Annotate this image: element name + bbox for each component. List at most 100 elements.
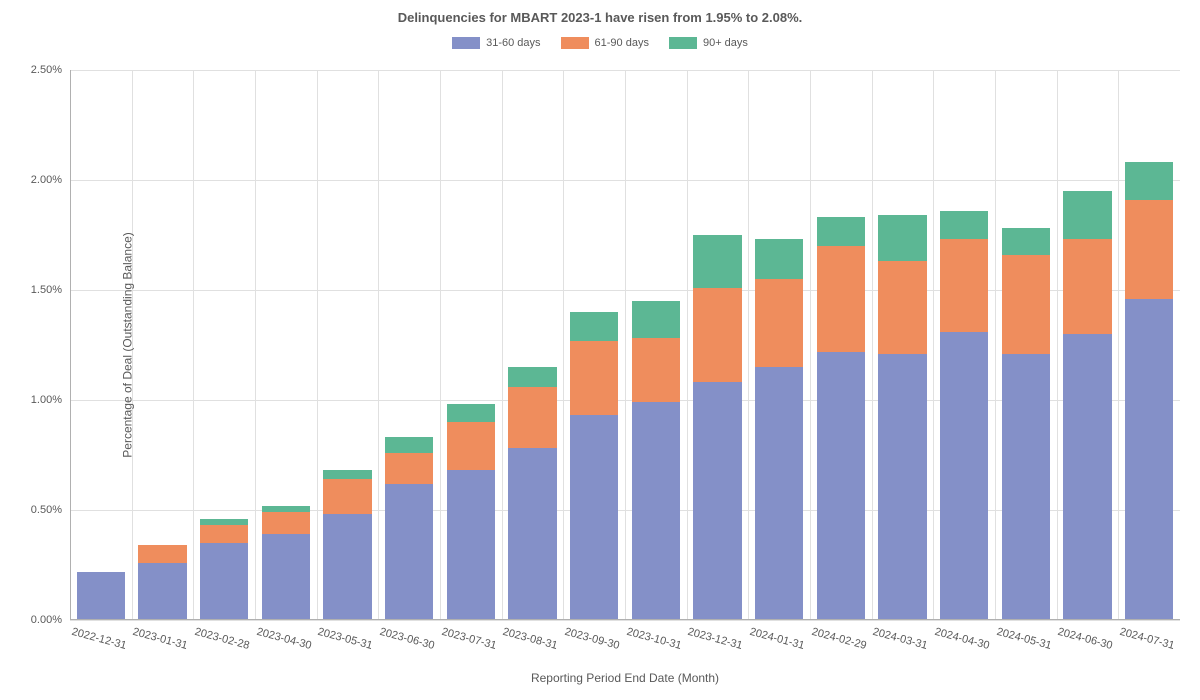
x-tick-label: 2024-06-30 <box>1057 620 1116 652</box>
bar-segment <box>817 217 865 246</box>
bar-segment <box>323 479 371 514</box>
bar-segment <box>262 506 310 513</box>
x-axis-label: Reporting Period End Date (Month) <box>531 671 719 685</box>
x-tick-label: 2024-05-31 <box>995 620 1054 652</box>
legend-label: 90+ days <box>703 37 748 49</box>
bar-group <box>323 70 371 620</box>
bar-segment <box>570 341 618 416</box>
plot-region: 0.00%0.50%1.00%1.50%2.00%2.50%2022-12-31… <box>70 70 1180 620</box>
bar-group <box>570 70 618 620</box>
bar-segment <box>755 239 803 279</box>
legend-item: 90+ days <box>669 37 748 49</box>
x-tick-label: 2023-06-30 <box>378 620 437 652</box>
x-tick-label: 2023-10-31 <box>625 620 684 652</box>
bar-segment <box>570 415 618 620</box>
bar-segment <box>1125 299 1173 620</box>
bar-group <box>262 70 310 620</box>
bar-segment <box>200 543 248 620</box>
bar-segment <box>693 235 741 288</box>
bar-segment <box>632 301 680 338</box>
bar-segment <box>1002 255 1050 354</box>
bar-segment <box>632 338 680 402</box>
delinquency-chart: Delinquencies for MBART 2023-1 have rise… <box>0 0 1200 700</box>
bar-segment <box>693 288 741 383</box>
bar-segment <box>570 312 618 341</box>
bar-segment <box>1063 191 1111 239</box>
bar-segment <box>1063 239 1111 334</box>
bar-group <box>940 70 988 620</box>
x-tick-label: 2023-02-28 <box>193 620 252 652</box>
x-tick-label: 2023-09-30 <box>563 620 622 652</box>
bar-segment <box>878 215 926 261</box>
bar-segment <box>262 534 310 620</box>
bar-segment <box>632 402 680 620</box>
y-tick-label: 2.50% <box>31 64 70 76</box>
bar-segment <box>508 448 556 620</box>
chart-legend: 31-60 days 61-90 days 90+ days <box>0 37 1200 49</box>
legend-swatch <box>452 37 480 49</box>
bar-segment <box>508 367 556 387</box>
bar-group <box>385 70 433 620</box>
bar-segment <box>940 239 988 331</box>
x-tick-label: 2024-02-29 <box>810 620 869 652</box>
x-tick-label: 2023-08-31 <box>502 620 561 652</box>
bar-segment <box>755 367 803 620</box>
legend-label: 31-60 days <box>486 37 540 49</box>
legend-item: 31-60 days <box>452 37 540 49</box>
bar-segment <box>138 545 186 563</box>
x-tick-label: 2023-04-30 <box>255 620 314 652</box>
bar-segment <box>940 332 988 620</box>
x-tick-label: 2022-12-31 <box>70 620 129 652</box>
y-tick-label: 0.00% <box>31 614 70 626</box>
x-tick-label: 2024-03-31 <box>872 620 931 652</box>
bar-segment <box>77 572 125 620</box>
bar-group <box>817 70 865 620</box>
chart-title: Delinquencies for MBART 2023-1 have rise… <box>0 0 1200 25</box>
y-axis-label: Percentage of Deal (Outstanding Balance) <box>121 232 135 457</box>
bar-group <box>200 70 248 620</box>
bar-segment <box>200 525 248 543</box>
bar-segment <box>817 246 865 352</box>
legend-swatch <box>669 37 697 49</box>
bar-segment <box>1063 334 1111 620</box>
legend-label: 61-90 days <box>595 37 649 49</box>
x-tick-label: 2023-05-31 <box>317 620 376 652</box>
gridline-horizontal <box>70 620 1180 621</box>
bar-group <box>755 70 803 620</box>
legend-swatch <box>561 37 589 49</box>
legend-item: 61-90 days <box>561 37 649 49</box>
bar-segment <box>447 470 495 620</box>
bar-segment <box>447 404 495 422</box>
y-tick-label: 0.50% <box>31 504 70 516</box>
bar-segment <box>693 382 741 620</box>
y-tick-label: 2.00% <box>31 174 70 186</box>
y-tick-label: 1.00% <box>31 394 70 406</box>
bar-segment <box>1002 354 1050 620</box>
bar-segment <box>447 422 495 470</box>
y-tick-label: 1.50% <box>31 284 70 296</box>
bar-segment <box>385 437 433 452</box>
bar-segment <box>385 453 433 484</box>
bar-group <box>1063 70 1111 620</box>
x-tick-label: 2024-04-30 <box>933 620 992 652</box>
bar-group <box>77 70 125 620</box>
bar-group <box>1002 70 1050 620</box>
x-tick-label: 2024-07-31 <box>1118 620 1177 652</box>
bar-segment <box>200 519 248 526</box>
bar-segment <box>1125 200 1173 299</box>
x-tick-label: 2023-01-31 <box>132 620 191 652</box>
bar-group <box>693 70 741 620</box>
bar-group <box>138 70 186 620</box>
bars-container <box>70 70 1180 620</box>
x-tick-label: 2023-07-31 <box>440 620 499 652</box>
x-tick-label: 2023-12-31 <box>687 620 746 652</box>
bar-segment <box>1002 228 1050 254</box>
bar-segment <box>940 211 988 240</box>
bar-group <box>878 70 926 620</box>
bar-segment <box>755 279 803 367</box>
bar-group <box>1125 70 1173 620</box>
bar-segment <box>323 470 371 479</box>
bar-segment <box>878 261 926 353</box>
bar-group <box>632 70 680 620</box>
bar-segment <box>138 563 186 620</box>
